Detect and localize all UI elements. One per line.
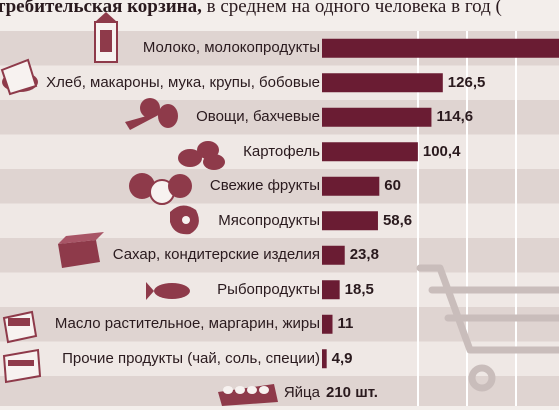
category-label: Хлеб, макароны, мука, крупы, бобовые (46, 73, 320, 91)
row-stripe (0, 65, 559, 100)
category-label: Картофель (243, 142, 320, 160)
category-label: Молоко, молокопродукты (142, 39, 320, 56)
bar-9 (322, 314, 333, 334)
category-label: Мясопродукты (218, 211, 320, 229)
chart-title-rest: в среднем на одного человека в год ( (201, 0, 502, 17)
bar-7 (322, 245, 345, 265)
category-label: Свежие фрукты (209, 177, 320, 194)
bar-4 (322, 142, 418, 162)
value-label: 100,4 (422, 142, 461, 160)
shopping-cart-icon (416, 264, 559, 392)
eggs-icon (218, 384, 278, 406)
bread-flour-icon (0, 58, 38, 96)
category-label: Масло растительное, маргарин, жиры (54, 315, 320, 332)
bar-10 (322, 349, 327, 369)
bar-1 (322, 38, 559, 58)
row-stripe (0, 100, 559, 135)
category-label: Сахар, кондитерские изделия (112, 246, 320, 263)
category-label: Овощи, бахчевые (196, 108, 320, 125)
value-label: 18,5 (344, 280, 374, 298)
fish-icon (146, 282, 190, 300)
bar-2 (322, 73, 443, 93)
value-label: 114,6 (436, 108, 474, 125)
value-label: 126,5 (447, 73, 486, 91)
fruits-icon (129, 173, 192, 205)
butter-icon (2, 310, 38, 344)
row-stripe (0, 203, 559, 238)
row-stripe (0, 134, 559, 169)
chart-title-bold: требительская корзина, (0, 0, 202, 17)
chart-title: требительская корзина, в среднем на одно… (0, 0, 502, 20)
value-label: 4,9 (331, 349, 353, 367)
meat-icon (170, 205, 199, 235)
category-label: Яйца (283, 384, 320, 401)
potatoes-icon (178, 141, 225, 170)
category-label: Прочие продукты (чай, соль, специи) (62, 349, 320, 367)
bar-6 (322, 211, 378, 231)
tea-pack-icon (2, 348, 42, 384)
value-label: 60 (384, 177, 401, 194)
value-label: 11 (337, 315, 354, 332)
category-label: Рыбопродукты (217, 280, 320, 298)
bar-3 (322, 107, 432, 127)
bar-5 (322, 176, 380, 196)
vegetables-icon (125, 98, 178, 130)
row-stripe (0, 376, 559, 406)
sugar-box-icon (58, 232, 104, 268)
value-label: 58,6 (382, 211, 413, 229)
value-label: 210 шт. (326, 384, 378, 401)
milk-carton-icon (94, 12, 118, 63)
bar-8 (322, 280, 340, 300)
row-stripe (0, 169, 559, 204)
value-label: 23,8 (349, 246, 379, 263)
